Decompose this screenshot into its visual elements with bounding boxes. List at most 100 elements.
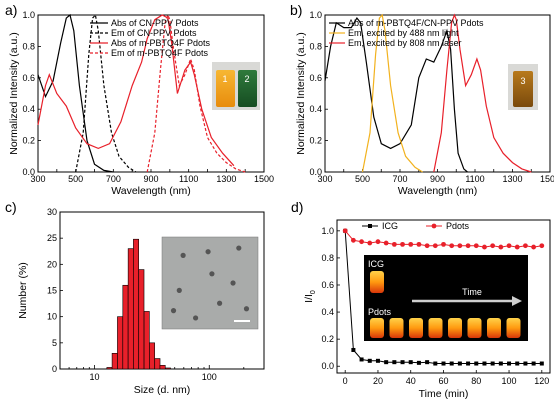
legend-label: Em, excited by 808 nm laser xyxy=(348,38,462,48)
y-tick-label: 0.8 xyxy=(22,41,35,51)
data-point xyxy=(383,240,389,246)
histogram-bar xyxy=(159,365,166,370)
panel-label: d) xyxy=(291,199,303,215)
data-point xyxy=(523,243,528,249)
x-axis-label: Size (d. nm) xyxy=(134,384,191,396)
y-tick-label: 0.6 xyxy=(309,73,322,83)
vial-2 xyxy=(238,70,257,107)
data-point xyxy=(482,361,487,366)
data-point xyxy=(375,358,380,363)
histogram-bar xyxy=(106,367,113,370)
y-tick-label: 0.0 xyxy=(321,361,334,371)
x-tick-label: 1300 xyxy=(216,174,236,184)
histogram-bar xyxy=(122,284,129,370)
x-tick-label: 100 xyxy=(202,372,217,382)
data-point xyxy=(432,243,438,249)
x-tick-label: 300 xyxy=(317,174,332,184)
data-point xyxy=(367,358,372,363)
histogram-bar xyxy=(149,342,155,370)
histogram-bar xyxy=(138,269,145,370)
legend-label: ICG xyxy=(382,221,398,231)
icg-tube xyxy=(370,271,384,293)
series-line-2 xyxy=(75,13,137,173)
data-point xyxy=(490,243,496,249)
data-point xyxy=(359,239,364,245)
x-tick-label: 500 xyxy=(355,174,370,184)
data-point xyxy=(515,361,520,366)
x-tick-label: 1500 xyxy=(254,174,274,184)
legend-label: Em, excited by 488 nm light xyxy=(348,28,459,38)
nanoparticle xyxy=(230,280,236,286)
histogram-bar xyxy=(127,248,134,370)
data-point xyxy=(384,360,389,365)
data-point xyxy=(490,361,495,366)
x-tick-label: 1300 xyxy=(502,174,522,184)
panel-3: c) 0 5 10 15 20 25 30 10 100 Size (d. nm) Number (%… xyxy=(5,199,265,396)
legend-marker xyxy=(431,223,437,229)
histogram-bar xyxy=(164,367,171,370)
data-point xyxy=(351,347,356,352)
nanoparticle xyxy=(205,249,211,255)
y-tick-label: 0.6 xyxy=(321,280,334,290)
x-tick-label: 80 xyxy=(471,376,481,386)
panel-label: b) xyxy=(290,2,302,18)
nanoparticle xyxy=(236,245,242,251)
histogram-bar xyxy=(154,358,161,370)
panel-label: c) xyxy=(5,199,17,215)
pdots-tube xyxy=(467,318,482,338)
legend-label: Abs of m-PBTQ4F/CN-PPV Pdots xyxy=(348,18,484,28)
data-point xyxy=(416,241,422,247)
pdots-tube xyxy=(506,318,521,338)
vial-label: 3 xyxy=(520,76,525,86)
y-tick-label: 0.4 xyxy=(309,104,322,114)
x-tick-label: 0 xyxy=(343,376,348,386)
y-tick-label: 1.0 xyxy=(22,10,35,20)
data-point xyxy=(507,361,512,366)
x-tick-label: 1100 xyxy=(465,174,484,184)
vial-label: 1 xyxy=(222,74,227,84)
data-point xyxy=(416,360,421,365)
panel-2: b) 300 500 700 900 1100 1300 1500 0.0 0.2 0.4 0.6 0.… xyxy=(290,2,554,197)
data-point xyxy=(408,241,414,247)
y-tick-label: 0.0 xyxy=(309,167,322,177)
data-point xyxy=(441,241,446,247)
y-axis-label-main: I/I xyxy=(303,294,315,303)
y-tick-label: 0.2 xyxy=(309,136,322,146)
data-point xyxy=(342,228,348,234)
legend-label: Abs of m-PBTQ4F Pdots xyxy=(111,38,211,48)
y-axis-label: Normalized Intensity (a.u.) xyxy=(8,32,20,155)
data-point xyxy=(473,243,479,249)
nanoparticle xyxy=(217,300,223,306)
data-point xyxy=(531,244,537,250)
vial-3 xyxy=(513,71,533,107)
y-tick-label: 30 xyxy=(47,207,57,217)
nanoparticle xyxy=(180,252,186,258)
data-point xyxy=(350,237,356,243)
x-axis-label: Time (min) xyxy=(419,388,469,400)
series-line-4 xyxy=(146,13,246,173)
legend-label: Pdots xyxy=(446,221,470,231)
data-point xyxy=(425,360,430,365)
legend-marker xyxy=(368,224,372,228)
nanoparticle xyxy=(209,271,215,277)
data-point xyxy=(400,241,405,247)
y-axis-label: I/I0 xyxy=(303,290,317,303)
x-axis-label: Wavelength (nm) xyxy=(111,185,191,197)
data-point xyxy=(449,243,455,249)
y-tick-label: 0.6 xyxy=(22,73,35,83)
y-tick-label: 0.0 xyxy=(22,167,35,177)
series-line-1 xyxy=(37,13,114,173)
fluorescence-photo xyxy=(364,255,528,341)
data-point xyxy=(400,360,405,365)
y-axis-label: Number (%) xyxy=(17,262,29,319)
histogram-bar xyxy=(111,352,118,370)
pdots-tube xyxy=(389,318,404,338)
x-tick-label: 500 xyxy=(68,174,83,184)
data-point xyxy=(482,244,487,250)
legend-label: Em of CN-PPV Pdots xyxy=(111,28,197,38)
y-tick-label: 10 xyxy=(47,312,57,322)
y-axis-label: Normalized Intensity (a.u.) xyxy=(295,32,307,155)
panel-1: a) 300 500 700 900 1100 1300 1500 0.0 0.2 0.4 0.6 0.… xyxy=(5,2,274,197)
y-tick-label: 5 xyxy=(52,338,57,348)
histogram-bar xyxy=(117,316,124,370)
